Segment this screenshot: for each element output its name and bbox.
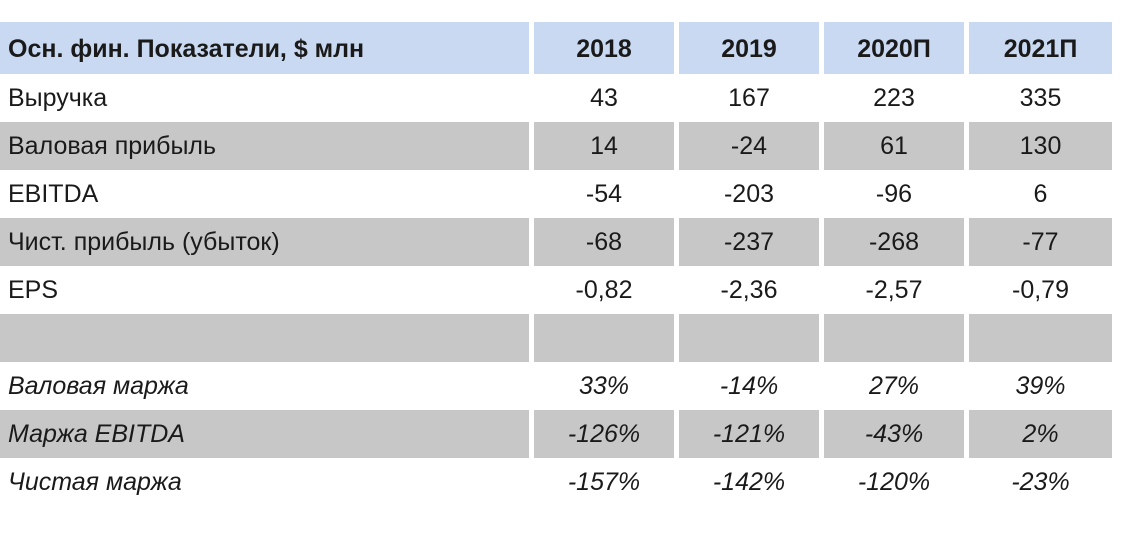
table-cell: 27% [819, 362, 964, 410]
row-label: EPS [8, 276, 59, 304]
row-label: Выручка [8, 84, 108, 112]
row-label: Чист. прибыль (убыток) [0, 218, 529, 266]
table-cell: -268 [819, 218, 964, 266]
table-cell: -14% [674, 362, 819, 410]
row-label: EBITDA [8, 180, 99, 208]
table-cell: -157% [529, 458, 674, 506]
row-label: Валовая маржа [8, 372, 189, 400]
table-cell: 2% [964, 410, 1112, 458]
table-cell [674, 314, 819, 362]
table-cell: 335 [964, 74, 1112, 122]
table-cell [819, 314, 964, 362]
table-cell: -0,79 [964, 266, 1112, 314]
table-cell: -77 [964, 218, 1112, 266]
financial-indicators-table: Осн. фин. Показатели, $ млн 2018 2019 20… [0, 22, 1112, 506]
table-cell: 130 [964, 122, 1112, 170]
table-cell [529, 314, 674, 362]
table-cell: -0,82 [529, 266, 674, 314]
table-cell: -126% [529, 410, 674, 458]
table-cell: -121% [674, 410, 819, 458]
table-cell: -24 [674, 122, 819, 170]
table-cell: -120% [819, 458, 964, 506]
table-cell: -2,36 [674, 266, 819, 314]
table-cell: 61 [819, 122, 964, 170]
table-cell: -68 [529, 218, 674, 266]
row-label: Маржа EBITDA [0, 410, 529, 458]
table-cell: 6 [964, 170, 1112, 218]
table-cell: 167 [674, 74, 819, 122]
table-cell: -142% [674, 458, 819, 506]
header-label: Осн. фин. Показатели, $ млн [0, 22, 529, 74]
table-cell: 43 [529, 74, 674, 122]
row-label: Валовая прибыль [0, 122, 529, 170]
table-cell: -43% [819, 410, 964, 458]
row-label [0, 314, 529, 362]
table-cell: 33% [529, 362, 674, 410]
table-cell: 14 [529, 122, 674, 170]
table-cell: 223 [819, 74, 964, 122]
table-cell: -54 [529, 170, 674, 218]
table-cell: -203 [674, 170, 819, 218]
table-cell: -23% [964, 458, 1112, 506]
row-label: Чистая маржа [8, 468, 182, 496]
header-year-2018: 2018 [529, 22, 674, 74]
table-cell: -2,57 [819, 266, 964, 314]
header-year-2019: 2019 [674, 22, 819, 74]
table-cell: -237 [674, 218, 819, 266]
table-cell [964, 314, 1112, 362]
header-year-2020: 2020П [819, 22, 964, 74]
table-cell: -96 [819, 170, 964, 218]
header-year-2021: 2021П [964, 22, 1112, 74]
table-cell: 39% [964, 362, 1112, 410]
